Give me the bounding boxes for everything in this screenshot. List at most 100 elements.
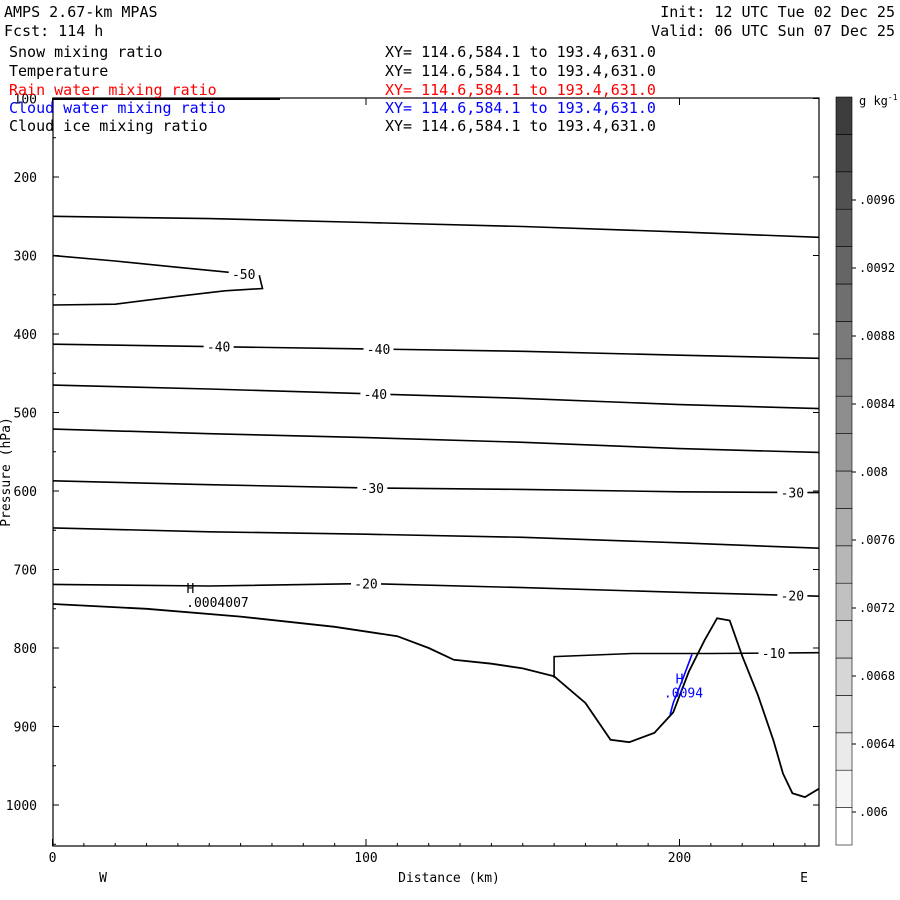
colorbar: .0096 .0092 .0088 .0084 .008 .0076 .0072 .0068.… [835,96,895,846]
temperature-contour-label: -20 [354,578,377,593]
y-tick-label: 800 [14,642,37,657]
field-temperature-xy: XY= 114.6,584.1 to 193.4,631.0 [385,62,656,80]
y-tick-label: 700 [14,564,37,579]
y-tick-label: 400 [14,328,37,343]
colorbar-bin [835,807,853,846]
field-list: Snow mixing ratio XY= 114.6,584.1 to 193… [9,43,656,135]
contour-label-bg [360,386,391,400]
field-cloudice-xy: XY= 114.6,584.1 to 193.4,631.0 [385,117,656,135]
temperature-contour-label: -30 [361,482,384,497]
field-snow-xy: XY= 114.6,584.1 to 193.4,631.0 [385,43,656,61]
y-tick-label: 200 [14,171,37,186]
field-rain-xy: XY= 114.6,584.1 to 193.4,631.0 [385,81,656,99]
maximum-value-label: .0094 [664,686,703,701]
contour-label-bg [363,342,394,356]
colorbar-bin [835,508,853,547]
colorbar-tick-label: .0076 [859,533,895,547]
field-temperature-name: Temperature [9,62,108,80]
colorbar-bin [835,395,853,434]
maximum-value-label: .0004007 [186,596,249,611]
x-tick-label: 200 [668,851,691,866]
colorbar-bin [835,208,853,247]
temperature-contour-label: -50 [232,268,255,283]
init-time: Init: 12 UTC Tue 02 Dec 25 [660,3,895,21]
colorbar-bin [835,769,853,808]
field-cloudwater-name: Cloud water mixing ratio [9,99,226,117]
y-tick-label: 600 [14,485,37,500]
colorbar-tick-label: .006 [859,805,888,819]
model-title: AMPS 2.67-km MPAS [4,3,158,21]
x-tick-label: 100 [354,851,377,866]
colorbar-unit: g kg-1 [859,93,898,108]
field-cloudice-name: Cloud ice mixing ratio [9,117,208,135]
valid-time: Valid: 06 UTC Sun 07 Dec 25 [651,22,895,40]
colorbar-tick-label: .0084 [859,397,895,411]
plot-contents: -50-40 -40-40-30 -30-20-20-10H.0004007H.00… [53,98,819,799]
colorbar-bin [835,358,853,397]
temperature-contour [553,651,819,678]
y-tick-label: 900 [14,721,37,736]
plot-area: -50-40 -40-40-30 -30-20-20-10H.0004007H.00… [6,93,820,866]
colorbar-tick-label: .0096 [859,193,895,207]
x-axis-label: Distance (km) [398,871,500,886]
colorbar-tick-label: .0064 [859,737,895,751]
colorbar-bin [835,96,853,135]
colorbar-tick-label: .0092 [859,261,895,275]
y-axis-label: Pressure (hPa) [0,417,14,527]
contour-label-bg [357,480,388,494]
temperature-contour-label: -10 [762,647,785,662]
temperature-contour [53,428,819,454]
field-cloudwater-xy: XY= 114.6,584.1 to 193.4,631.0 [385,99,656,117]
colorbar-bin [835,470,853,509]
y-tick-label: 300 [14,250,37,265]
temperature-contour [53,480,819,494]
contour-label-bg [777,485,808,499]
cloud-water-contour [669,654,693,715]
colorbar-bin [835,321,853,360]
colorbar-bin [835,545,853,584]
colorbar-tick-label: .0072 [859,601,895,615]
temperature-contour [53,215,819,239]
colorbar-tick-label: .008 [859,465,888,479]
temperature-contour-label: -30 [781,486,804,501]
colorbar-bin [835,620,853,659]
colorbar-bin [835,246,853,285]
colorbar-bin [835,582,853,621]
forecast-hour: Fcst: 114 h [4,22,103,40]
colorbar-bin [835,134,853,173]
contour-label-bg [351,576,381,590]
colorbar-tick-label: .0068 [859,669,895,683]
west-label: W [99,871,107,886]
x-tick-label: 0 [49,851,57,866]
temperature-contour [53,254,264,306]
maximum-marker: H [187,582,195,597]
contour-label-bg [758,646,789,660]
contour-label-bg [228,266,259,280]
temperature-contour [53,343,819,360]
temperature-contour-label: -20 [781,589,804,604]
temperature-contour-label: -40 [364,388,387,403]
temperature-contour [53,582,819,597]
field-rain-name: Rain water mixing ratio [9,81,217,99]
contour-label-bg [203,339,234,353]
colorbar-bin [835,732,853,771]
temperature-contour-label: -40 [207,341,230,356]
temperature-contour-label: -40 [367,343,390,358]
y-tick-label: 1000 [6,799,37,814]
colorbar-bin [835,433,853,472]
colorbar-bin [835,695,853,734]
colorbar-bin [835,283,853,322]
colorbar-bin [835,657,853,696]
east-label: E [800,871,808,886]
plot-frame [52,97,820,847]
y-tick-label: 100 [14,93,37,108]
terrain-boundary [53,603,819,799]
colorbar-tick-label: .0088 [859,329,895,343]
temperature-contour [53,384,819,410]
y-tick-label: 500 [14,407,37,422]
contour-label-bg [777,588,808,602]
maximum-marker: H [676,672,684,687]
temperature-contour [53,527,819,550]
colorbar-bin [835,171,853,210]
